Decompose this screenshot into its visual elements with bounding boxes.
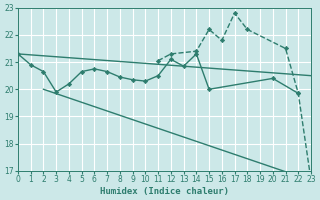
X-axis label: Humidex (Indice chaleur): Humidex (Indice chaleur): [100, 187, 229, 196]
